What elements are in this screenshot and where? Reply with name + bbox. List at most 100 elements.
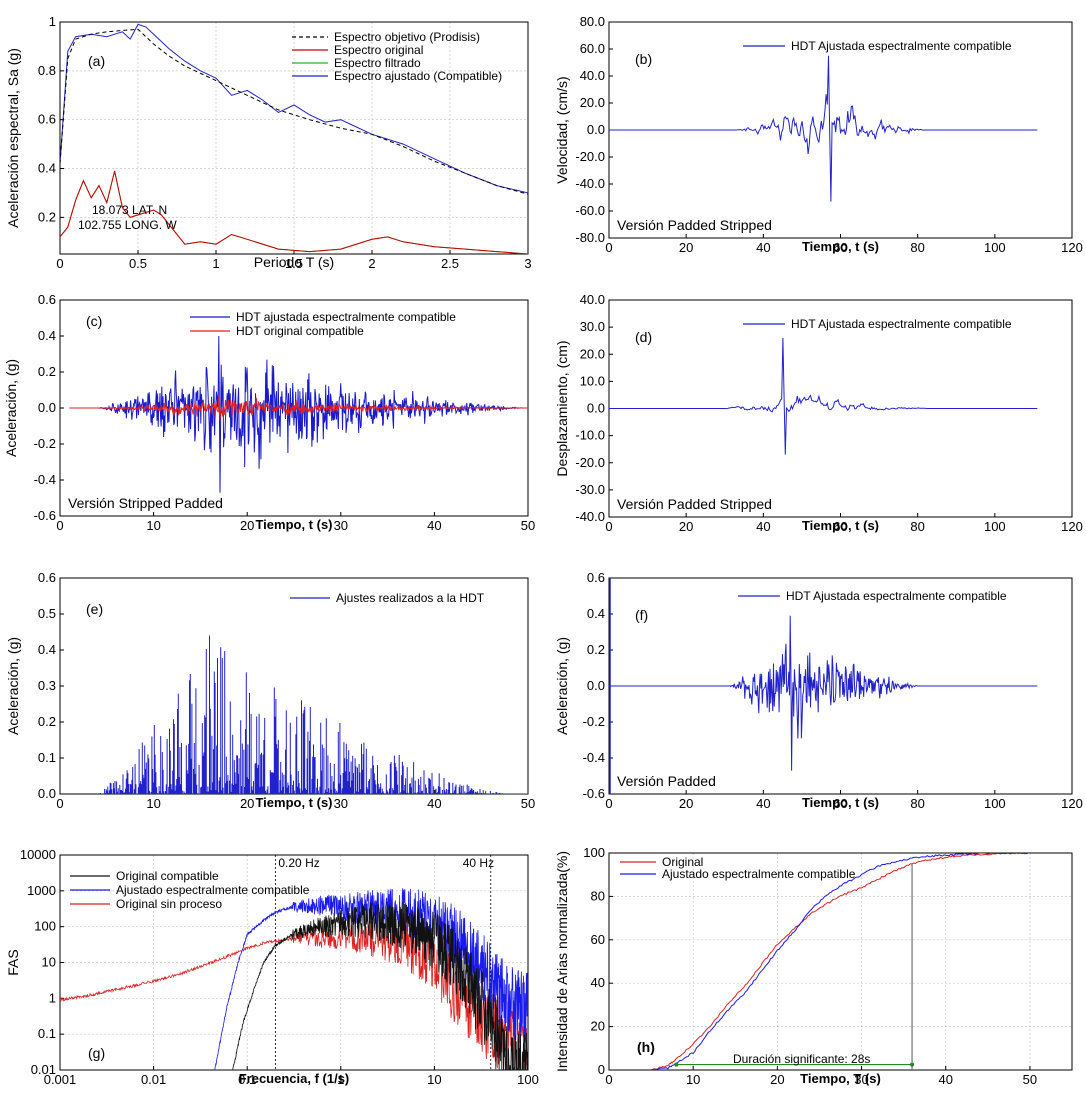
x-tick-label: 0 <box>56 518 63 533</box>
y-tick-label: 10000 <box>20 847 56 862</box>
legend-entry: Original sin proceso <box>116 897 222 911</box>
x-tick-label: 20 <box>679 240 693 255</box>
panel-label: (c) <box>86 313 102 329</box>
plot-area <box>609 578 1038 794</box>
y-tick-label: -0.6 <box>583 786 605 801</box>
x-tick-label: 40 <box>427 518 441 533</box>
series-line <box>60 170 528 254</box>
legend-entry: Espectro ajustado (Compatible) <box>334 69 502 83</box>
y-tick-label: 0.2 <box>38 209 56 224</box>
legend-entry: Ajustes realizados a la HDT <box>336 591 485 605</box>
x-tick-label: 1.5 <box>285 256 303 271</box>
x-tick-label: 10 <box>146 796 160 811</box>
x-tick-label: 20 <box>240 518 254 533</box>
y-tick-label: 100 <box>583 845 605 860</box>
x-tick-label: 2.5 <box>441 256 459 271</box>
x-tick-label: 120 <box>1061 240 1083 255</box>
y-tick-label: 0.2 <box>587 642 605 657</box>
y-tick-label: 0.6 <box>38 292 56 307</box>
y-tick-label: 0.1 <box>38 750 56 765</box>
x-tick-label: 0.001 <box>44 1072 77 1087</box>
y-tick-label: 20.0 <box>580 95 605 110</box>
x-tick-label: 60 <box>833 519 847 534</box>
x-tick-label: 100 <box>984 240 1006 255</box>
legend-entry: HDT Ajustada espectralmente compatible <box>791 317 1012 331</box>
y-axis-label: Desplazamiento, (cm) <box>554 340 570 476</box>
x-tick-label: 120 <box>1061 796 1083 811</box>
panel-label: (h) <box>637 1039 655 1055</box>
x-tick-label: 100 <box>984 519 1006 534</box>
x-tick-label: 50 <box>521 518 535 533</box>
annotation-long: 102.755 LONG. W <box>78 218 177 232</box>
version-label: Versión Padded Stripped <box>617 496 772 512</box>
x-tick-label: 20 <box>240 796 254 811</box>
series-line <box>69 335 528 493</box>
y-tick-label: 0.6 <box>38 570 56 585</box>
plot-area <box>60 23 528 254</box>
chart-panel-c: 0 10 20 30 40 50 -0.6 -0.4 -0.2 0.0 0.2 0.4 0.6 Tiemp… <box>3 292 535 533</box>
y-axis-label: Aceleración, (g) <box>554 637 570 735</box>
series-line <box>650 853 1030 1070</box>
y-tick-label: 0.0 <box>38 786 56 801</box>
x-tick-label: 3 <box>524 256 531 271</box>
legend-entry: Original <box>662 855 703 869</box>
x-tick-label: 80 <box>910 240 924 255</box>
version-label: Versión Stripped Padded <box>68 495 223 511</box>
y-tick-label: 0.4 <box>587 606 605 621</box>
x-axis-label: Periodo T (s) <box>254 254 334 270</box>
y-tick-label: 0.0 <box>587 678 605 693</box>
plot-area <box>650 853 1030 1070</box>
y-tick-label: 0.0 <box>38 400 56 415</box>
plot-area <box>609 337 1038 455</box>
y-tick-label: -0.2 <box>583 714 605 729</box>
x-tick-label: 100 <box>517 1072 539 1087</box>
legend-entry: Ajustado espectralmente compatible <box>662 867 856 881</box>
y-tick-label: -0.2 <box>34 436 56 451</box>
x-tick-label: 40 <box>756 240 770 255</box>
y-tick-label: 40.0 <box>580 68 605 83</box>
x-tick-label: 0 <box>56 796 63 811</box>
series-line <box>60 28 528 195</box>
legend-entry: HDT Ajustada espectralmente compatible <box>791 39 1012 53</box>
x-tick-label: 10 <box>686 1072 700 1087</box>
legend-entry: Espectro filtrado <box>334 56 421 70</box>
x-tick-label: 0 <box>56 256 63 271</box>
x-axis-label: Tiempo, t (s) <box>802 518 879 533</box>
series-line <box>97 635 528 794</box>
x-tick-label: 60 <box>833 240 847 255</box>
x-tick-label: 0.5 <box>129 256 147 271</box>
plot-area <box>69 335 528 493</box>
y-tick-label: 0.6 <box>587 570 605 585</box>
panel-label: (b) <box>635 51 652 67</box>
y-tick-label: 0.1 <box>38 1026 56 1041</box>
panel-label: (d) <box>635 329 652 345</box>
y-tick-label: 40 <box>591 975 605 990</box>
y-tick-label: 100 <box>34 919 56 934</box>
x-tick-label: 40 <box>938 1072 952 1087</box>
y-axis-label: FAS <box>5 949 21 975</box>
plot-area <box>609 55 1038 202</box>
y-tick-label: 0.2 <box>38 714 56 729</box>
reference-line-label: 40 Hz <box>463 856 494 870</box>
x-axis-label: Tiempo, T (s) <box>800 1071 881 1086</box>
legend-entry: Espectro original <box>334 43 423 57</box>
y-tick-label: 0.3 <box>38 678 56 693</box>
y-tick-label: 20.0 <box>580 346 605 361</box>
y-tick-label: 0.4 <box>38 642 56 657</box>
y-tick-label: 0.2 <box>38 364 56 379</box>
x-tick-label: 50 <box>1023 1072 1037 1087</box>
legend-entry: Original compatible <box>116 869 219 883</box>
version-label: Versión Padded <box>617 773 716 789</box>
y-tick-label: 0.8 <box>38 63 56 78</box>
x-tick-label: 60 <box>833 796 847 811</box>
y-tick-label: 0.01 <box>31 1062 56 1077</box>
y-tick-label: 0.4 <box>38 161 56 176</box>
x-tick-label: 0.1 <box>238 1072 256 1087</box>
x-tick-label: 0 <box>605 796 612 811</box>
plot-frame <box>608 852 1073 1071</box>
y-tick-label: -20.0 <box>575 149 605 164</box>
x-tick-label: 10 <box>146 518 160 533</box>
y-tick-label: 20 <box>591 1019 605 1034</box>
x-tick-label: 50 <box>521 796 535 811</box>
series-line <box>232 901 528 1070</box>
